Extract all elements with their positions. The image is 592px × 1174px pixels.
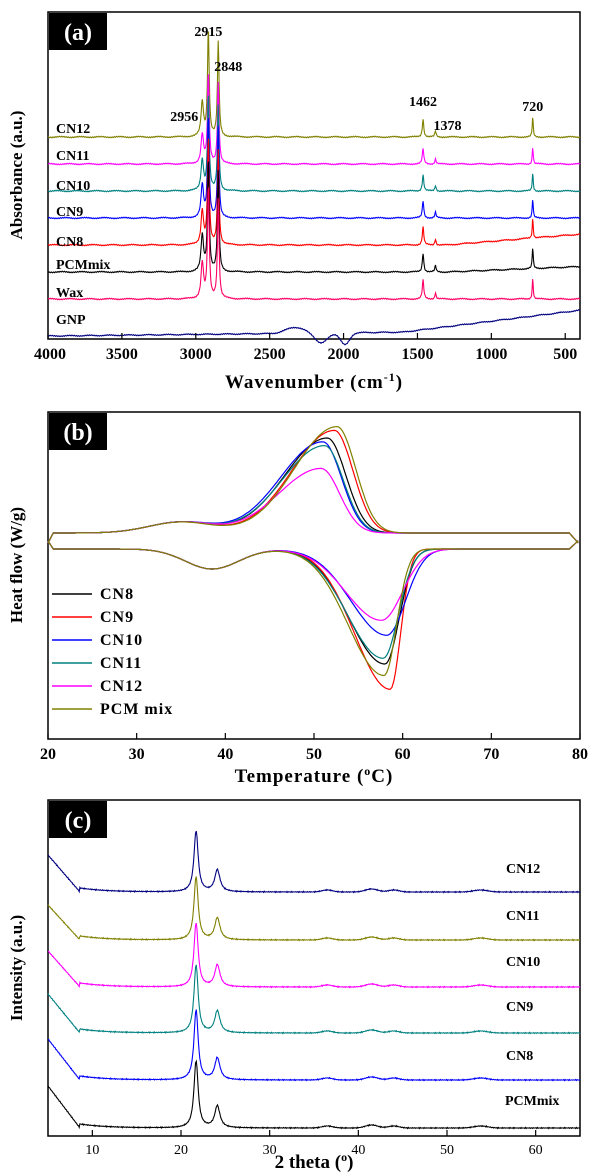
- panel-c-x-tick-label: 10: [85, 1143, 99, 1158]
- panel-b-series-pcmmix-cooling-line: [47, 425, 579, 544]
- panel-a-series-label-cn8: CN8: [56, 235, 83, 250]
- panel-a-x-label-sup: -1: [384, 370, 396, 384]
- panel-a: (a) CN12 CN11 CN10 CN9 CN8 PCMmix Wax GNP 2956 2…: [7, 11, 581, 393]
- panel-c-x-tick-label: 40: [351, 1143, 365, 1158]
- panel-c-series-cn10-line: [47, 922, 581, 989]
- panel-a-series-label-wax: Wax: [56, 286, 83, 301]
- panel-c-series-label-cn8: CN8: [506, 1049, 533, 1064]
- panel-a-x-label-main: Wavenumber (cm: [225, 372, 384, 393]
- panel-a-series-cn12-line: [47, 31, 581, 139]
- panel-a-label-box: [49, 13, 107, 50]
- panel-b-x-tick-label: 50: [306, 746, 322, 763]
- panel-b-x-label-sup: o: [364, 764, 371, 778]
- panel-b: (b) CN8 CN9 CN10 CN11 CN12 PCM mix 20 30 40 50 60…: [7, 411, 588, 787]
- panel-b-series-cn12-cooling-line: [47, 467, 579, 544]
- panel-a-x-tick-label: 1500: [401, 346, 433, 363]
- panel-a-series-label-gnp: GNP: [56, 313, 86, 328]
- panel-b-x-tick-label: 40: [217, 746, 233, 763]
- panel-a-peak-label-720: 720: [522, 100, 543, 115]
- panel-c-series-label-cn10: CN10: [506, 955, 540, 970]
- panel-b-x-tick-label: 30: [129, 746, 145, 763]
- panel-c-x-tick-label: 20: [174, 1143, 188, 1158]
- panel-a-series-label-cn12: CN12: [56, 122, 90, 137]
- panel-a-x-tick-label: 4000: [34, 346, 66, 363]
- panel-c-series-label-pcmmix: PCMmix: [505, 1094, 559, 1109]
- panel-c-x-tick-label: 60: [529, 1143, 543, 1158]
- panel-c-series-label-cn9: CN9: [506, 1000, 533, 1015]
- panel-c-x-axis-label: 2 theta (o): [275, 1150, 354, 1173]
- panel-b-x-tick-label: 20: [40, 746, 56, 763]
- panel-a-x-tick-label: 3000: [180, 346, 212, 363]
- panel-b-x-axis-label: Temperature (oC): [235, 764, 394, 787]
- panel-c-series-label-cn12: CN12: [506, 862, 540, 877]
- panel-a-series-label-cn10: CN10: [56, 179, 90, 194]
- panel-c-series-label-cn11: CN11: [506, 909, 539, 924]
- panel-c-x-tick-label: 50: [440, 1143, 454, 1158]
- panel-b-series-pcmmix-heating-line: [47, 540, 579, 677]
- panel-b-legend-label-cn11: CN11: [100, 655, 142, 672]
- panel-c-series-pcmmix-line: [47, 1059, 581, 1130]
- panel-a-series-cn8-line: [48, 138, 581, 247]
- panel-b-legend-label-cn8: CN8: [100, 586, 134, 603]
- panel-b-series-cn11-cooling-line: [47, 444, 579, 544]
- panel-c-x-tick-label: 30: [263, 1143, 277, 1158]
- panel-a-series-gnp-line: [47, 309, 581, 346]
- panel-b-legend-label-pcmmix: PCM mix: [100, 701, 173, 718]
- panel-a-peak-label-2915: 2915: [194, 25, 222, 40]
- panel-a-peak-label-1462: 1462: [409, 95, 437, 110]
- panel-a-series-label-cn11: CN11: [56, 149, 89, 164]
- panel-a-x-label-close: ): [396, 372, 403, 393]
- panel-c-series-cn8-line: [47, 1009, 581, 1082]
- panel-b-x-label-close: C): [371, 766, 393, 787]
- panel-a-x-axis-label: Wavenumber (cm-1): [225, 370, 403, 393]
- panel-a-series-cn10-line: [47, 95, 581, 193]
- panel-c-series-cn11-line: [47, 876, 581, 942]
- panel-c-x-label-sup: o: [341, 1150, 347, 1164]
- panel-c-x-label-main: 2 theta (: [275, 1152, 341, 1173]
- panel-c-y-axis-label: Intensity (a.u.): [7, 915, 26, 1021]
- panel-b-legend-label-cn12: CN12: [100, 678, 143, 695]
- panel-a-peak-label-2956: 2956: [170, 110, 198, 125]
- panel-a-series-label-cn9: CN9: [56, 205, 83, 220]
- panel-a-label: (a): [64, 20, 92, 46]
- panel-a-series-cn9-line: [47, 118, 581, 220]
- panel-b-x-label-main: Temperature (: [235, 766, 365, 787]
- panel-c-x-label-close: ): [347, 1152, 353, 1173]
- panel-c: (c) CN12 CN11 CN10 CN9 CN8 PCMmix 10 20 30 40 50 6…: [7, 799, 581, 1173]
- panel-b-legend-label-cn9: CN9: [100, 609, 134, 626]
- panel-c-series-cn12-line: [47, 830, 581, 894]
- panel-a-x-tick-label: 1000: [475, 346, 507, 363]
- panel-c-series-cn9-line: [47, 964, 581, 1035]
- panel-c-frame: [47, 799, 581, 1137]
- panel-a-y-axis-label: Absorbance (a.u.): [7, 111, 26, 240]
- panel-c-label: (c): [65, 808, 92, 834]
- panel-b-series-cn9-cooling-line: [47, 429, 579, 544]
- panel-a-series-pcmmix-line: [47, 161, 581, 274]
- panel-a-series-label-pcmmix: PCMmix: [56, 258, 110, 273]
- panel-b-legend-label-cn10: CN10: [100, 632, 143, 649]
- panel-b-y-axis-label: Heat flow (W/g): [7, 507, 26, 623]
- panel-b-x-tick-label: 70: [483, 746, 499, 763]
- panel-b-series-cn10-cooling-line: [47, 441, 579, 544]
- panel-b-label-box: [49, 413, 107, 450]
- panel-b-x-tick-label: 60: [395, 746, 411, 763]
- panel-a-x-tick-label: 2000: [328, 346, 360, 363]
- panel-a-frame: [47, 11, 581, 340]
- panel-a-series-wax-line: [47, 187, 581, 301]
- panel-a-x-tick-label: 3500: [106, 346, 138, 363]
- panel-c-label-box: [49, 801, 107, 838]
- panel-a-peak-label-2848: 2848: [214, 60, 242, 75]
- panel-a-x-tick-label: 500: [553, 346, 577, 363]
- panel-b-x-tick-label: 80: [572, 746, 588, 763]
- panel-b-label: (b): [63, 420, 92, 446]
- panel-a-peak-label-1378: 1378: [433, 119, 461, 134]
- panel-a-x-tick-label: 2500: [254, 346, 286, 363]
- panel-a-series-cn11-line: [47, 74, 581, 166]
- panel-b-series-cn8-cooling-line: [47, 437, 579, 544]
